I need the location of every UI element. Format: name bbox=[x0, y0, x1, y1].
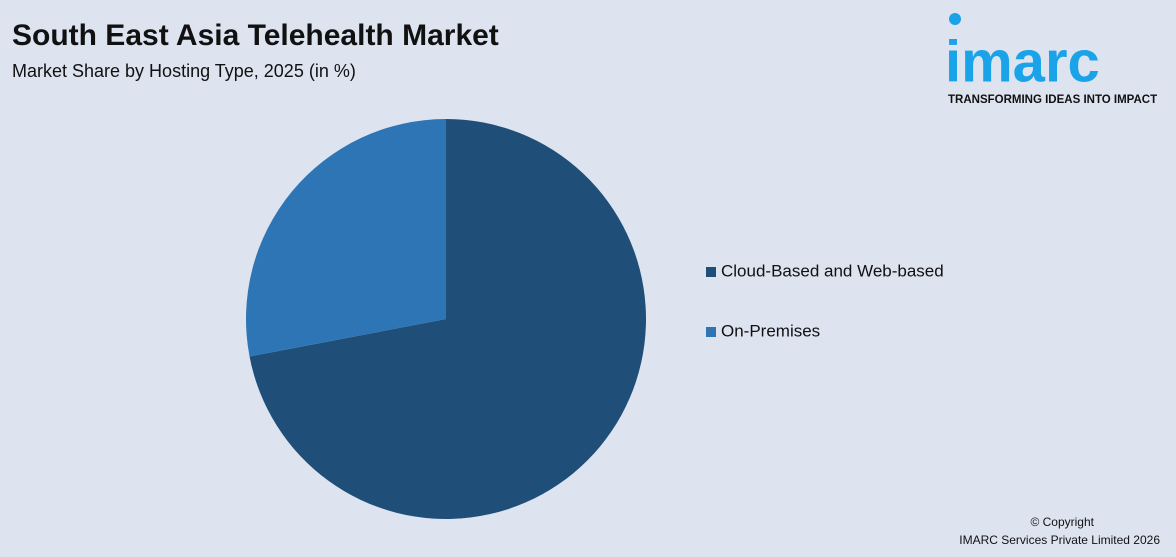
logo-dot bbox=[949, 13, 961, 25]
pie-slice bbox=[246, 119, 446, 357]
legend-swatch bbox=[706, 267, 716, 277]
pie-slice bbox=[249, 119, 647, 519]
legend-swatch bbox=[706, 327, 716, 337]
copyright: © Copyright bbox=[1030, 515, 1094, 529]
legend-label: Cloud-Based and Web-based bbox=[721, 261, 944, 280]
legend-label: On-Premises bbox=[721, 321, 820, 340]
logo-tagline: TRANSFORMING IDEAS INTO IMPACT bbox=[948, 94, 1157, 106]
chart-title: South East Asia Telehealth Market bbox=[12, 19, 499, 52]
company: IMARC Services Private Limited 2026 bbox=[959, 533, 1160, 547]
logo: imarc bbox=[945, 29, 1100, 94]
chart-subtitle: Market Share by Hosting Type, 2025 (in %… bbox=[12, 61, 356, 81]
